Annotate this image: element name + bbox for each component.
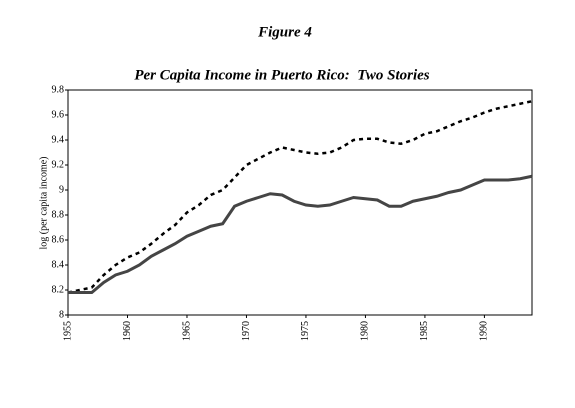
x-tick-label: 1970 — [241, 321, 252, 341]
x-tick-label: 1980 — [360, 321, 371, 341]
x-tick-label: 1965 — [181, 321, 192, 341]
x-tick-label: 1960 — [122, 321, 133, 341]
x-tick-label: 1985 — [419, 321, 430, 341]
data-line — [68, 174, 533, 294]
y-tick-label: 8.6 — [52, 234, 65, 245]
x-tick-label: 1990 — [479, 321, 490, 341]
y-tick-label: 9.2 — [52, 159, 65, 170]
x-tick-label: 1975 — [300, 321, 311, 341]
y-tick-label: 9.8 — [52, 84, 65, 95]
figure-heading: Figure 4 — [257, 24, 312, 40]
y-axis-label: log (per capita income) — [38, 156, 49, 249]
y-tick-label: 9 — [59, 184, 64, 195]
y-tick-label: 9.4 — [52, 134, 65, 145]
y-tick-label: 9.6 — [52, 109, 65, 120]
plot-frame — [67, 89, 533, 316]
chart-title: Per Capita Income in Puerto Rico: Two St… — [134, 67, 429, 83]
y-tick-label: 8.2 — [52, 284, 65, 295]
y-tick-label: 8 — [59, 309, 64, 320]
x-tick-label: 1955 — [62, 321, 73, 341]
data-line — [67, 100, 533, 294]
y-tick-label: 8.4 — [52, 259, 65, 270]
y-tick-label: 8.8 — [52, 209, 65, 220]
